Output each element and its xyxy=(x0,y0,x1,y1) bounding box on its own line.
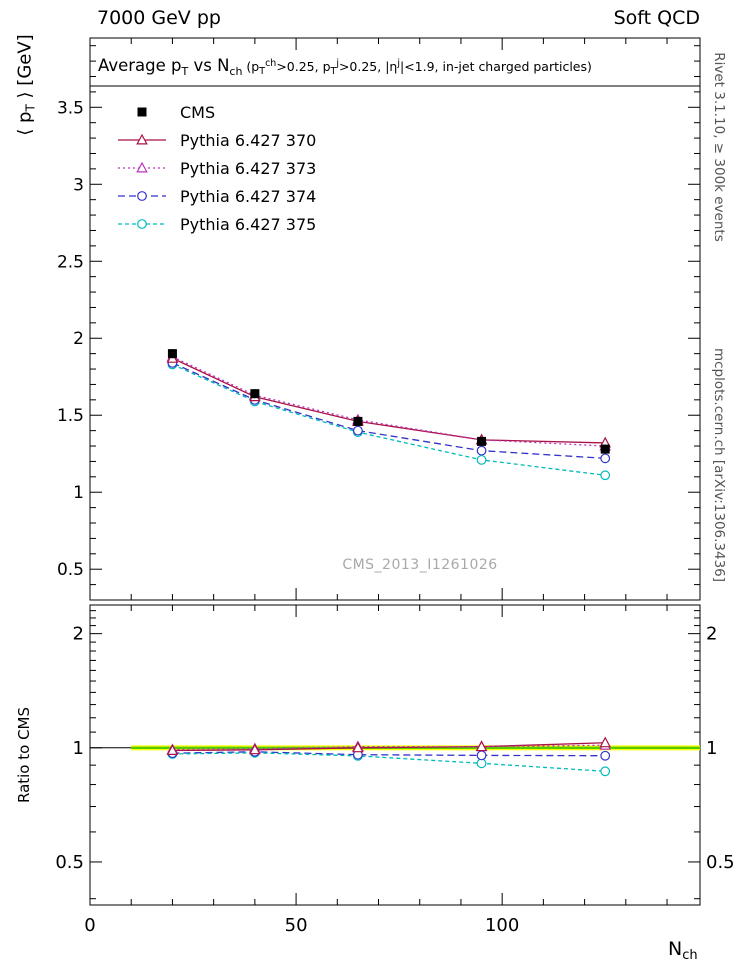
y-tick-label-main: 2 xyxy=(73,329,84,349)
legend-label: CMS xyxy=(180,102,216,122)
beam-energy-label: 7000 GeV pp xyxy=(97,7,221,29)
analysis-watermark: CMS_2013_I1261026 xyxy=(342,557,498,573)
ratio-panel-frame xyxy=(89,604,701,906)
marker-py374 xyxy=(476,445,487,456)
text-segment: j xyxy=(336,58,339,69)
marker-py374 xyxy=(600,453,611,464)
process-group-label: Soft QCD xyxy=(613,7,700,29)
legend-swatch-py374 xyxy=(118,191,166,201)
ratio-marker-py370 xyxy=(166,744,179,755)
legend-marker xyxy=(136,161,148,173)
text-segment: |<1.9, in-jet charged particles) xyxy=(399,59,592,74)
text-segment: >0.25, |η xyxy=(338,59,398,74)
text-segment: >0.25, p xyxy=(276,59,331,74)
series-line-py370 xyxy=(172,357,606,444)
y-tick-label-ratio-right: 0.5 xyxy=(706,852,735,873)
x-tick-label: 100 xyxy=(485,915,519,936)
marker-cms xyxy=(477,436,487,446)
y-tick-label-ratio-right: 2 xyxy=(706,624,717,645)
plot-title: Average pT vs Nch (pTch>0.25, pTj>0.25, … xyxy=(98,56,698,78)
y-axis-label-main: ⟨ pT ⟩ [GeV] xyxy=(15,34,38,135)
text-segment: T xyxy=(23,104,38,112)
y-tick-label-main: 3.5 xyxy=(57,98,84,118)
text-segment: T xyxy=(259,66,266,77)
legend-swatch-cms xyxy=(137,107,147,117)
series-line-py374 xyxy=(172,362,606,459)
ratio-marker-py375 xyxy=(600,766,611,777)
legend-item-py370: Pythia 6.427 370 xyxy=(116,126,316,154)
legend: CMS Pythia 6.427 370 Pythia 6.427 373 Pythi… xyxy=(116,98,316,238)
text-segment: vs N xyxy=(188,56,230,75)
mcplots-credit-label: mcplots.cern.ch [arXiv:1306.3436] xyxy=(711,347,727,583)
legend-item-cms: CMS xyxy=(116,98,316,126)
text-segment: ⟨ p xyxy=(14,111,36,136)
text-segment: ⟩ [GeV] xyxy=(14,34,36,105)
legend-swatch-py370 xyxy=(118,133,166,145)
marker-cms xyxy=(353,416,363,426)
marker-py375 xyxy=(476,454,487,465)
ratio-marker-py370 xyxy=(475,740,488,752)
x-tick-label: 0 xyxy=(84,915,95,936)
legend-label: Pythia 6.427 370 xyxy=(180,130,317,150)
text-segment: ch xyxy=(265,58,277,69)
ratio-marker-py370 xyxy=(249,743,261,755)
legend-label: Pythia 6.427 374 xyxy=(180,186,317,206)
marker-cms xyxy=(167,349,177,359)
marker-cms xyxy=(250,389,260,399)
legend-marker xyxy=(137,219,147,229)
y-tick-label-main: 1.5 xyxy=(57,406,84,426)
text-segment: N xyxy=(668,938,683,960)
ratio-marker-py370 xyxy=(599,736,612,748)
legend-item-py373: Pythia 6.427 373 xyxy=(116,154,316,182)
text-segment: j xyxy=(397,58,400,69)
ratio-marker-py370 xyxy=(352,741,364,753)
legend-item-py374: Pythia 6.427 374 xyxy=(116,182,316,210)
y-tick-label-main: 0.5 xyxy=(57,560,84,580)
text-segment: (p xyxy=(242,59,260,74)
text-segment: ch xyxy=(229,65,243,78)
y-tick-label-ratio-left: 2 xyxy=(73,624,84,645)
y-tick-label-ratio-left: 0.5 xyxy=(55,852,84,873)
series-line-py375 xyxy=(172,363,606,476)
legend-marker xyxy=(136,133,148,145)
rivet-version-label: Rivet 3.1.10, ≥ 300k events xyxy=(711,52,727,242)
marker-py374 xyxy=(353,425,363,436)
marker-py375 xyxy=(600,470,611,481)
legend-swatch-py373 xyxy=(118,161,166,173)
y-axis-label-ratio: Ratio to CMS xyxy=(15,706,33,804)
y-tick-label-ratio-left: 1 xyxy=(73,738,84,759)
y-tick-label-main: 3 xyxy=(73,175,84,195)
ratio-line-py374 xyxy=(172,751,606,757)
legend-label: Pythia 6.427 373 xyxy=(180,158,317,178)
marker-cms xyxy=(600,444,610,454)
y-tick-label-main: 2.5 xyxy=(57,252,84,272)
series-line-py373 xyxy=(172,356,606,447)
legend-marker xyxy=(137,191,147,201)
x-tick-label: 50 xyxy=(285,915,308,936)
y-tick-label-main: 1 xyxy=(73,483,84,503)
legend-marker xyxy=(137,107,147,117)
ratio-marker-py374 xyxy=(600,750,611,761)
axis-tick-labels: 0 50 100 0.5 1 1.5 2 2.5 3 3.5 0.5 0.5 1 1 2 2 xyxy=(55,98,734,936)
text-segment: T xyxy=(181,65,189,78)
axis-ticks xyxy=(89,38,700,905)
main-panel-frame xyxy=(89,37,701,601)
text-segment: ch xyxy=(682,948,698,963)
text-segment: T xyxy=(330,66,337,77)
ratio-marker-py375 xyxy=(476,758,487,769)
legend-swatch-py375 xyxy=(118,219,166,229)
ratio-marker-py374 xyxy=(476,750,487,761)
x-axis-label: Nch xyxy=(668,938,698,963)
text-segment: Average p xyxy=(98,56,182,75)
legend-item-py375: Pythia 6.427 375 xyxy=(116,210,316,238)
y-tick-label-ratio-right: 1 xyxy=(706,738,717,759)
legend-label: Pythia 6.427 375 xyxy=(180,214,317,234)
